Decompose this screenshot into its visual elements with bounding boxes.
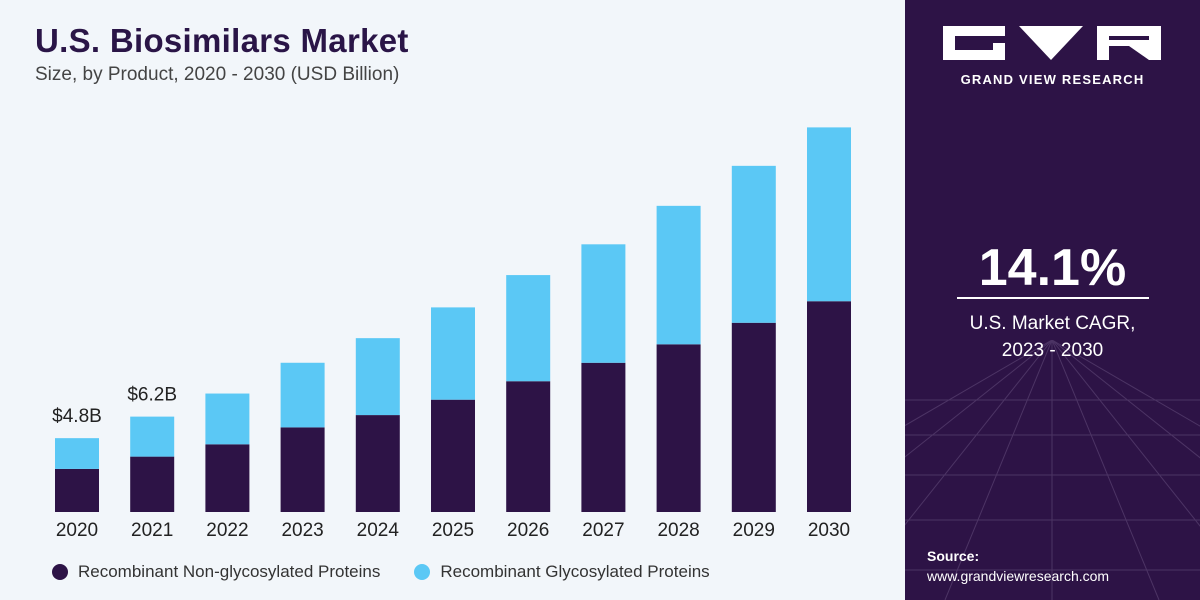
chart-subtitle: Size, by Product, 2020 - 2030 (USD Billi… [35, 64, 400, 85]
x-tick-label-2023: 2023 [281, 520, 323, 541]
x-tick-label-2027: 2027 [582, 520, 624, 541]
source-label: Source: [927, 548, 980, 564]
source-url[interactable]: www.grandviewresearch.com [927, 568, 1110, 584]
chart-panel: U.S. Biosimilars Market Size, by Product… [35, 22, 851, 582]
bar-2028-series-1 [656, 205, 701, 345]
cagr-label-line2: 2023 - 2030 [1001, 340, 1104, 361]
x-tick-label-2024: 2024 [357, 520, 400, 541]
bar-2021-series-0 [130, 456, 175, 512]
bar-2030-series-0 [807, 301, 851, 512]
legend-item-glycosylated: Recombinant Glycosylated Proteins [414, 562, 710, 582]
cagr-value: 14.1% [978, 239, 1127, 297]
bar-2025-series-1 [431, 307, 475, 400]
x-tick-label-2025: 2025 [432, 520, 474, 541]
source: Source: www.grandviewresearch.com [927, 546, 1109, 586]
gvr-logo-icon [943, 26, 1161, 60]
bar-2022-series-0 [205, 444, 250, 512]
bar-2021-series-1 [130, 416, 175, 457]
bar-2024-series-0 [355, 415, 400, 512]
bar-2027-series-1 [581, 244, 626, 363]
legend-label: Recombinant Non-glycosylated Proteins [78, 562, 381, 581]
data-label-2020: $4.8B [52, 406, 102, 427]
x-tick-label-2021: 2021 [131, 520, 173, 541]
bar-2028-series-0 [656, 344, 701, 512]
x-tick-label-2029: 2029 [733, 520, 775, 541]
bar-2023-series-0 [280, 427, 325, 512]
cagr-label: U.S. Market CAGR, 2023 - 2030 [905, 310, 1200, 364]
chart-title: U.S. Biosimilars Market [35, 22, 409, 59]
legend-dot-icon [414, 564, 431, 580]
legend-label: Recombinant Glycosylated Proteins [440, 562, 710, 581]
x-tick-label-2026: 2026 [507, 520, 549, 541]
sidebar-panel: GRAND VIEW RESEARCH 14.1% U.S. Market CA… [905, 0, 1200, 600]
bar-2020-series-0 [55, 468, 99, 512]
legend: Recombinant Non-glycosylated Proteins Re… [52, 562, 744, 582]
brand-name: GRAND VIEW RESEARCH [960, 72, 1145, 87]
data-label-2021: $6.2B [127, 385, 177, 406]
bar-2022-series-1 [205, 393, 250, 445]
bar-2020-series-1 [55, 438, 99, 469]
x-tick-label-2028: 2028 [657, 520, 699, 541]
perspective-grid-decoration [905, 340, 1200, 600]
x-tick-label-2022: 2022 [206, 520, 248, 541]
cagr-label-line1: U.S. Market CAGR, [969, 313, 1136, 334]
x-tick-label-2030: 2030 [808, 520, 850, 541]
bar-2024-series-1 [355, 338, 400, 416]
x-tick-label-2020: 2020 [56, 520, 98, 541]
bar-2030-series-1 [807, 127, 851, 302]
bar-2026-series-1 [506, 275, 551, 382]
bar-2027-series-0 [581, 362, 626, 512]
bar-2025-series-0 [431, 399, 475, 512]
bar-2029-series-1 [731, 165, 776, 323]
bar-2026-series-0 [506, 381, 551, 512]
bar-2029-series-0 [731, 322, 776, 512]
legend-dot-icon [52, 564, 68, 580]
cagr-divider [957, 297, 1149, 299]
legend-item-non-glycosylated: Recombinant Non-glycosylated Proteins [52, 562, 380, 582]
bar-chart: 2020 $4.8B 2021 $6.2B 2022 2023 2024 2025 2026 20… [52, 127, 851, 541]
bar-2023-series-1 [280, 362, 325, 428]
